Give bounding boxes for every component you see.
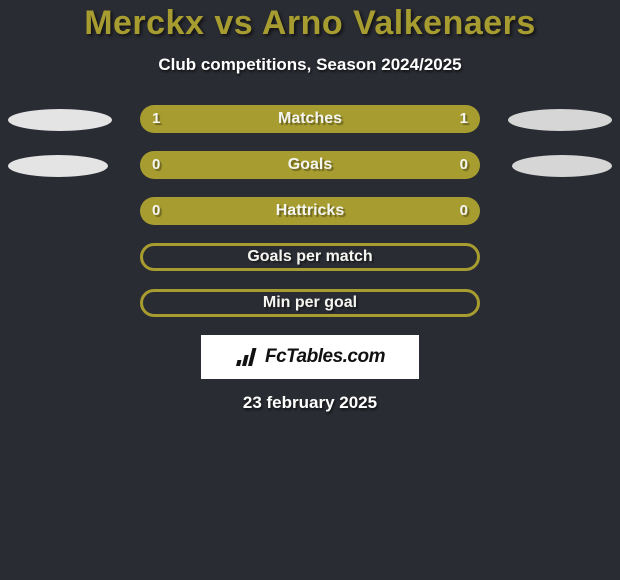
brand-logo: FcTables.com [201,335,419,379]
stat-bar: Min per goal [140,289,480,317]
stat-value-right: 1 [460,105,468,133]
player-marker-left [8,109,112,131]
subtitle: Club competitions, Season 2024/2025 [0,55,620,75]
comparison-card: Merckx vs Arno Valkenaers Club competiti… [0,0,620,413]
stat-value-left: 1 [152,105,160,133]
stat-value-right: 0 [460,151,468,179]
stat-row: Goals 0 0 [0,151,620,179]
stat-row: Matches 1 1 [0,105,620,133]
stat-label: Min per goal [263,294,357,312]
brand-name: FcTables.com [265,346,385,368]
player-marker-right [512,155,612,177]
stat-value-left: 0 [152,197,160,225]
stat-bar: Matches [140,105,480,133]
player-marker-left [8,155,108,177]
page-title: Merckx vs Arno Valkenaers [0,4,620,43]
snapshot-date: 23 february 2025 [0,393,620,413]
stat-row: Hattricks 0 0 [0,197,620,225]
stat-label: Hattricks [276,202,344,220]
stat-bar: Goals [140,151,480,179]
stat-value-left: 0 [152,151,160,179]
stat-label: Goals [288,156,332,174]
stat-label: Matches [278,110,342,128]
stat-row: Min per goal [0,289,620,317]
stats-list: Matches 1 1 Goals 0 0 Hattricks 0 0 Goals per mat… [0,105,620,317]
stat-label: Goals per match [247,248,372,266]
stat-bar: Goals per match [140,243,480,271]
stat-value-right: 0 [460,197,468,225]
stat-row: Goals per match [0,243,620,271]
player-marker-right [508,109,612,131]
stat-bar: Hattricks [140,197,480,225]
bar-chart-icon [235,346,261,368]
